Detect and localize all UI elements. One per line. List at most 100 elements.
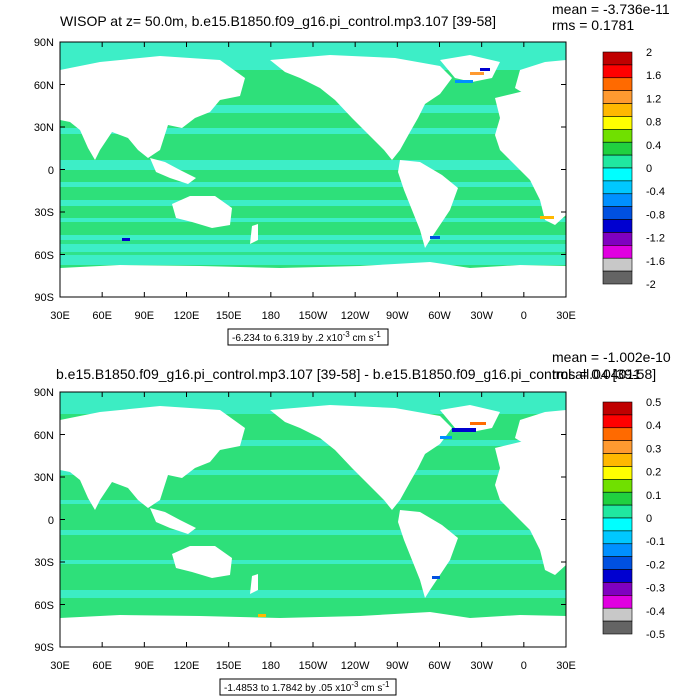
- colorbar-swatch: [602, 116, 633, 130]
- lon-label: 120E: [174, 660, 200, 672]
- colorbar-swatch: [602, 206, 633, 220]
- lat-label: 0: [48, 165, 54, 177]
- colorbar-label: 0.4: [646, 420, 661, 432]
- panel-2-range-note: -1.4853 to 1.7842 by .05 x10-3 cm s-1: [224, 680, 390, 694]
- colorbar-swatch: [602, 556, 633, 570]
- lat-label: 0: [48, 515, 54, 527]
- colorbar-label: -0.2: [646, 559, 665, 571]
- lon-label: 90W: [386, 660, 409, 672]
- lat-label: 90S: [34, 292, 54, 304]
- anomaly-marks: [258, 422, 486, 617]
- colorbar-swatch: [602, 270, 633, 285]
- colorbar-swatch: [602, 453, 633, 467]
- colorbar-swatch: [602, 154, 633, 169]
- colorbar-swatch: [602, 257, 633, 272]
- lon-label: 120W: [341, 310, 370, 322]
- lon-label: 90E: [135, 660, 155, 672]
- colorbar-swatch: [602, 569, 633, 583]
- panel-1-lon-labels: 30E 60E 90E 120E 150E 180 150W 120W 90W 60W 30W 0 30…: [50, 310, 576, 322]
- panel-2-range-box: [219, 678, 397, 696]
- lon-label: 30E: [50, 310, 70, 322]
- lon-label: 150E: [216, 660, 242, 672]
- lat-label: 30N: [34, 122, 54, 134]
- colorbar-label: 0.8: [646, 117, 661, 129]
- lat-label: 60S: [34, 600, 54, 612]
- colorbar-label: 0.4: [646, 140, 661, 152]
- colorbar-swatch: [602, 595, 633, 609]
- colorbar-swatch: [602, 90, 633, 104]
- colorbar-swatch: [602, 193, 633, 207]
- panel-2-lon-labels: 30E 60E 90E 120E 150E 180 150W 120W 90W 60W 30W 0 30…: [50, 660, 576, 672]
- lon-label: 150E: [216, 310, 242, 322]
- colorbar-swatch: [602, 167, 633, 182]
- colorbar-swatch: [602, 479, 633, 493]
- colorbar-label: -0.1: [646, 536, 665, 548]
- lon-label: 30W: [470, 310, 493, 322]
- lon-label: 150W: [299, 310, 328, 322]
- anomaly-marks: [122, 68, 554, 241]
- lon-label: 90E: [135, 310, 155, 322]
- panel-2-title: b.e15.B1850.f09_g16.pi_control.mp3.107 […: [56, 366, 656, 382]
- colorbar-swatch: [602, 530, 633, 545]
- colorbar-swatch: [602, 504, 633, 519]
- lon-label: 60W: [428, 310, 451, 322]
- colorbar-swatch: [602, 401, 633, 416]
- colorbar-swatch: [602, 440, 633, 454]
- colorbar-label: 2: [646, 47, 652, 59]
- panel-2-lat-labels: 90N 60N 30N 0 30S 60S 90S: [34, 387, 54, 654]
- colorbar-swatch: [602, 232, 633, 246]
- colorbar-swatch: [602, 77, 633, 91]
- lon-label: 120W: [341, 660, 370, 672]
- lon-label: 90W: [386, 310, 409, 322]
- colorbar-swatch: [602, 64, 633, 79]
- colorbar-swatch: [602, 141, 633, 156]
- colorbar-label: -1.6: [646, 256, 665, 268]
- colorbar-label: -1.2: [646, 233, 665, 245]
- colorbar-label: -0.4: [646, 606, 665, 618]
- colorbar-swatch: [602, 219, 633, 233]
- colorbar-label: 0: [646, 513, 652, 525]
- panel-2-frame: [59, 391, 567, 648]
- colorbar-label: 0.5: [646, 397, 661, 409]
- lon-label: 30E: [556, 310, 576, 322]
- colorbar-swatch: [602, 543, 633, 557]
- panel-2-mean: mean = -1.002e-10: [552, 349, 671, 365]
- lon-label: 60E: [92, 660, 112, 672]
- panel-1-rms: rms = 0.1781: [552, 17, 634, 33]
- colorbar-swatch: [602, 414, 633, 429]
- lat-label: 30S: [34, 207, 54, 219]
- colorbar-label: -2: [646, 279, 656, 291]
- lat-label: 90N: [34, 387, 54, 399]
- land: [60, 55, 566, 297]
- colorbar-label: 0.3: [646, 443, 661, 455]
- colorbar-swatch: [602, 466, 633, 480]
- panel-1-mean: mean = -3.736e-11: [552, 1, 670, 17]
- lon-label: 30E: [556, 660, 576, 672]
- lon-label: 180: [262, 310, 280, 322]
- panel-1-title: WISOP at z= 50.0m, b.e15.B1850.f09_g16.p…: [60, 13, 496, 29]
- panel-2-map: [60, 392, 566, 647]
- lon-label: 150W: [299, 660, 328, 672]
- colorbar-label: 0.2: [646, 467, 661, 479]
- lon-label: 60W: [428, 660, 451, 672]
- panel-1-colorbar: 2 1.6 1.2 0.8 0.4 0 -0.4 -0.8 -1.2 -1.6 -2: [602, 47, 665, 291]
- panel-1: WISOP at z= 50.0m, b.e15.B1850.f09_g16.p…: [34, 1, 670, 346]
- colorbar-label: -0.3: [646, 583, 665, 595]
- panel-1-frame: [59, 41, 567, 298]
- lon-label: 30E: [50, 660, 70, 672]
- lat-label: 60S: [34, 250, 54, 262]
- panel-1-range-box: [227, 328, 389, 346]
- colorbar-label: 0: [646, 163, 652, 175]
- lat-label: 60N: [34, 80, 54, 92]
- panel-1-map: [60, 42, 566, 297]
- panel-1-range-note: -6.234 to 6.319 by .2 x10-3 cm s-1: [232, 330, 381, 344]
- panel-1-lat-labels: 90N 60N 30N 0 30S 60S 90S: [34, 37, 54, 304]
- colorbar-swatch: [602, 607, 633, 622]
- lat-label: 90S: [34, 642, 54, 654]
- lon-label: 30W: [470, 660, 493, 672]
- panel-2-rms: rms = 0.04011: [552, 366, 641, 382]
- colorbar-label: 1.6: [646, 70, 661, 82]
- colorbar-swatch: [602, 245, 633, 259]
- colorbar-label: 0.1: [646, 490, 661, 502]
